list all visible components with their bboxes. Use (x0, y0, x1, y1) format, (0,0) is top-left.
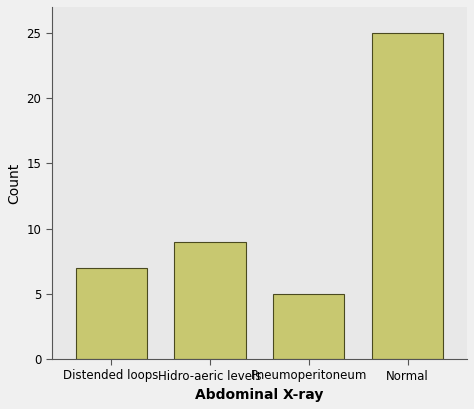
X-axis label: Abdominal X-ray: Abdominal X-ray (195, 388, 324, 402)
Bar (273, 294, 345, 359)
Bar (75, 268, 147, 359)
Bar (174, 242, 246, 359)
Y-axis label: Count: Count (7, 162, 21, 204)
Bar (372, 33, 443, 359)
